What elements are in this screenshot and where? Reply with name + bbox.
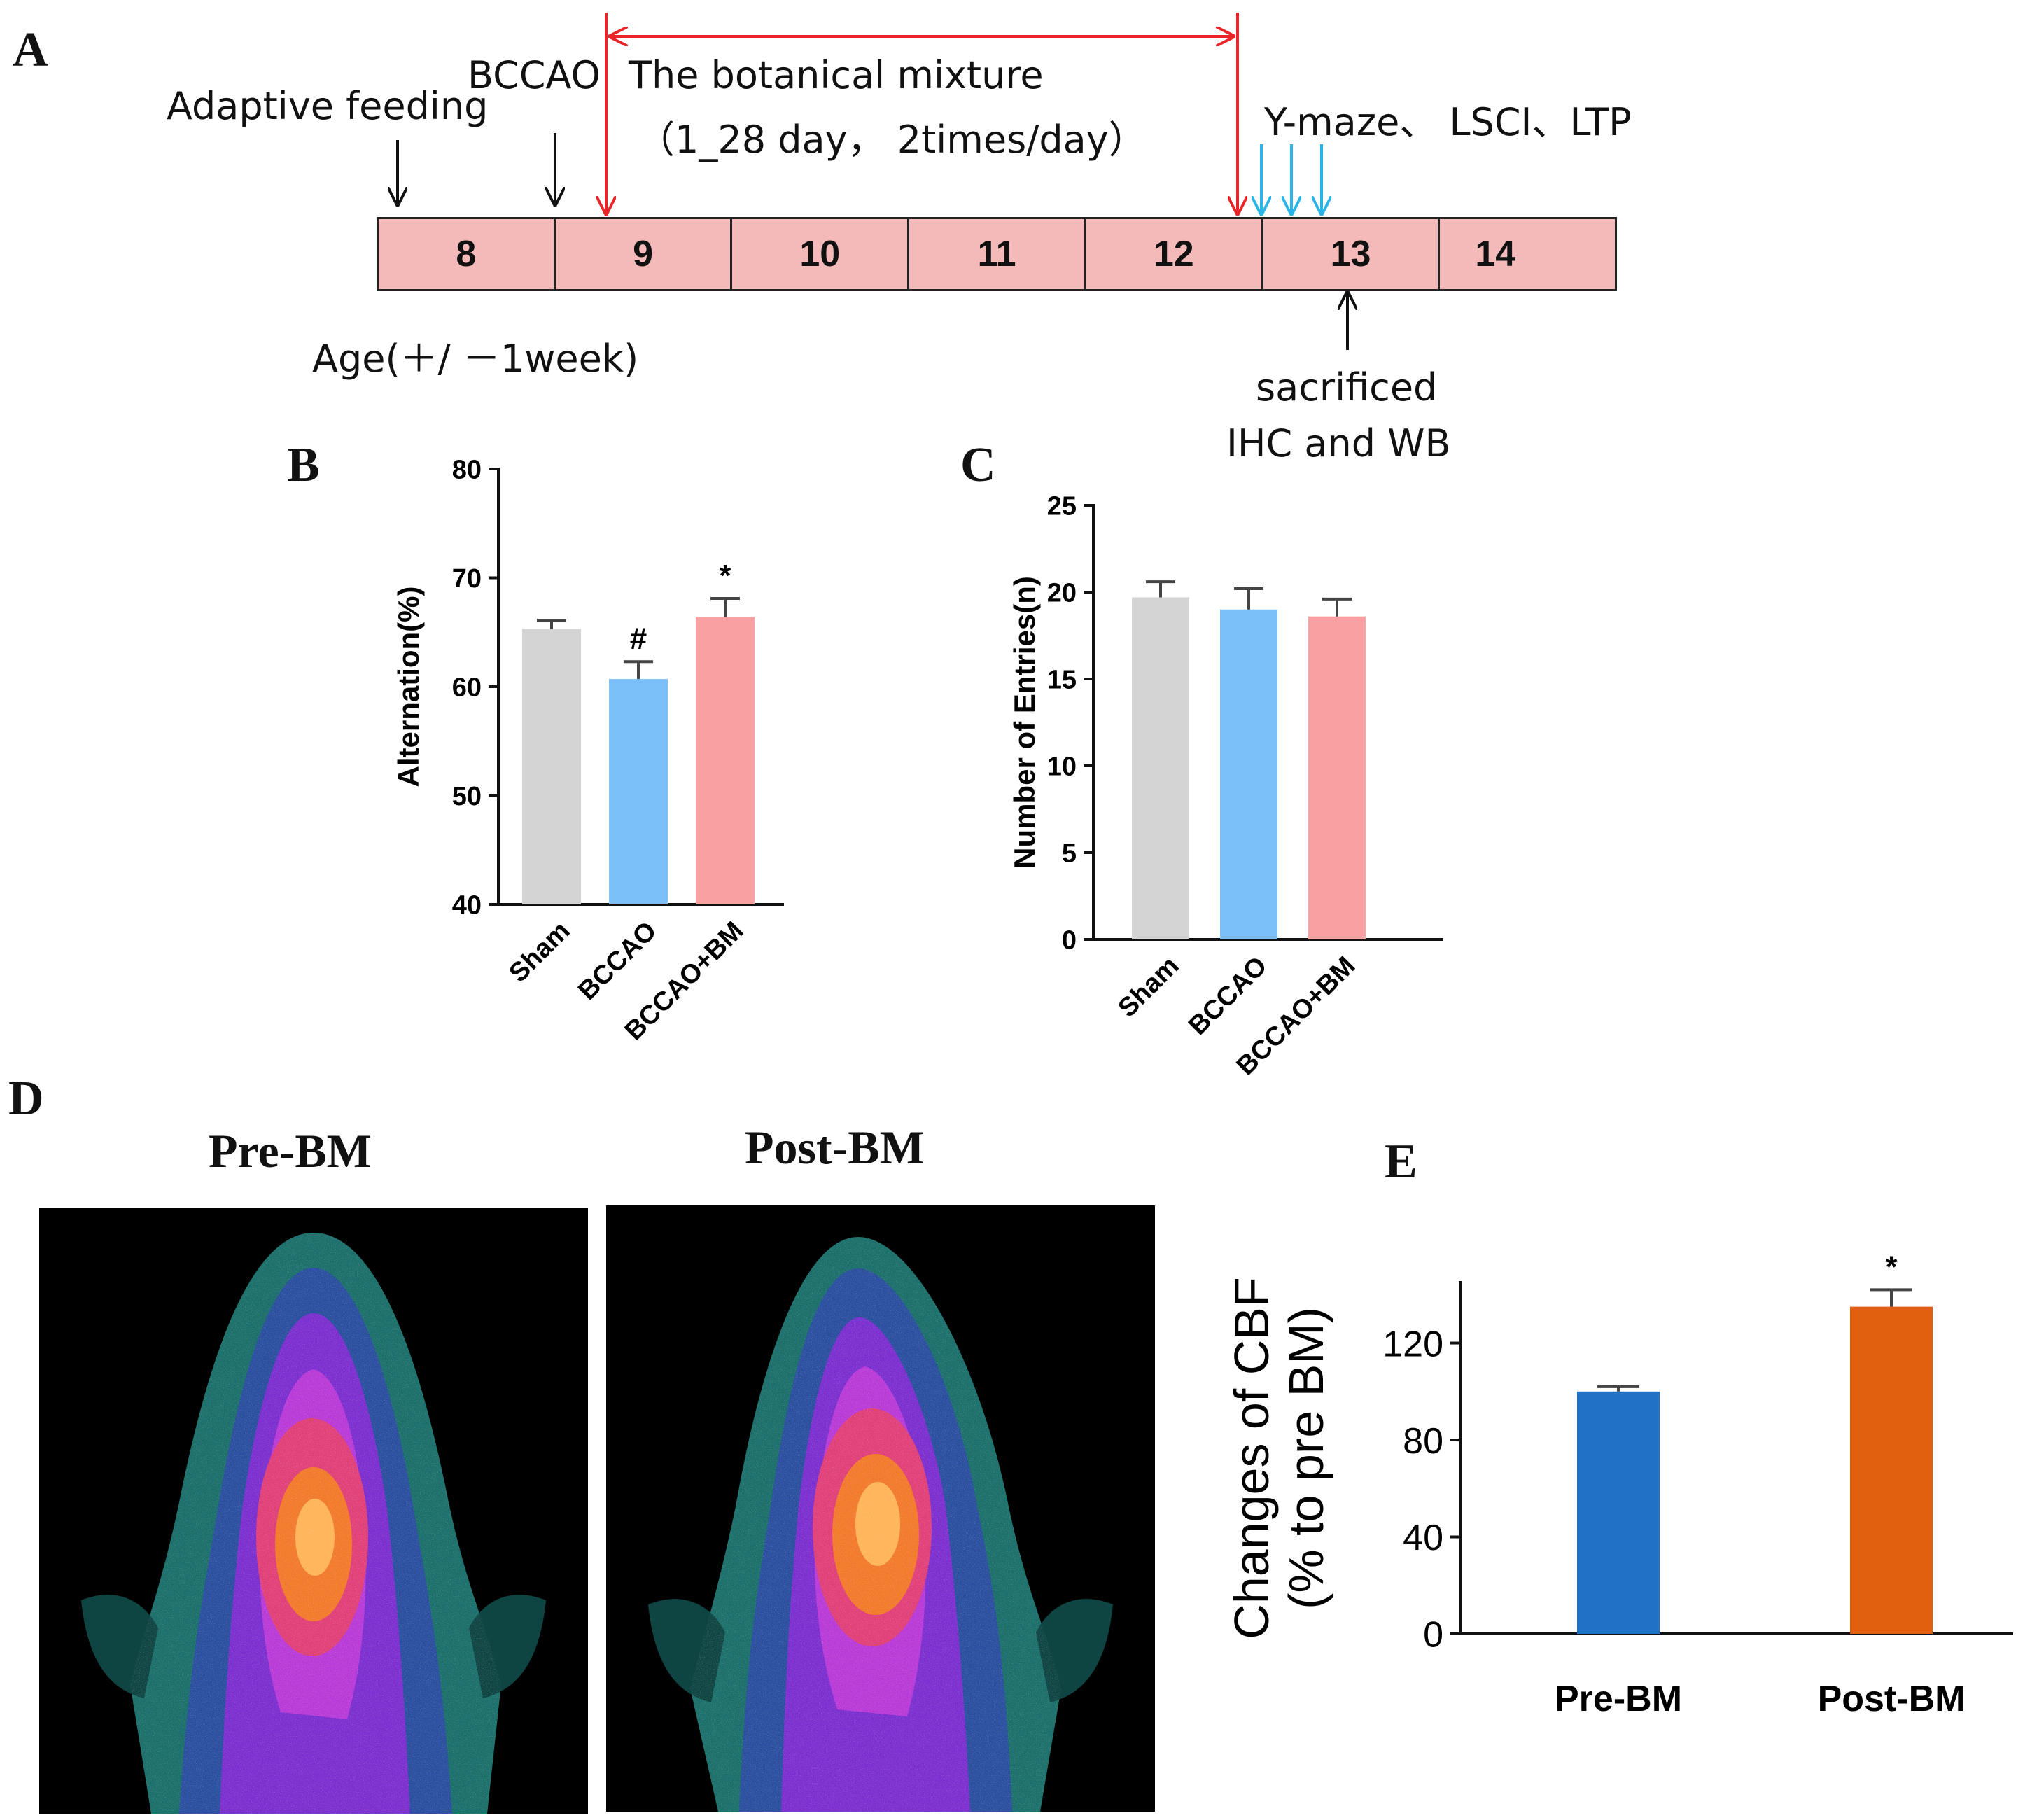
bar-bccao [609,679,668,904]
y-tick-label: 40 [452,891,482,920]
y-tick-label: 0 [1423,1615,1443,1656]
y-tick-label: 80 [452,456,482,485]
week-cell: 10 [732,219,910,289]
x-tick-label: Sham [1112,951,1184,1023]
alternation-chart: 4050607080Sham#BCCAO*BCCAO+BMAlternation… [392,456,784,1046]
x-tick-label: Post-BM [1818,1679,1966,1719]
panel-d-letter: D [8,1072,44,1126]
y-tick-label: 25 [1047,492,1077,522]
pre-bm-perfusion-image [39,1208,588,1814]
y-tick-label: 70 [452,564,482,594]
y-tick-label: 10 [1047,752,1077,782]
bar-post-bm [1850,1306,1933,1634]
week-cell: 13 [1264,219,1441,289]
week-cell: 12 [1086,219,1264,289]
x-tick-label: BCCAO [573,916,662,1006]
ihc-wb-label: IHC and WB [1226,421,1451,465]
y-axis-label-unit: (% to pre BM) [1279,1307,1334,1609]
treatment-label: The botanical mixture [629,53,1044,97]
y-axis-label: Number of Entries(n) [1008,576,1041,869]
week-cell: 11 [909,219,1086,289]
significance-marker: # [630,622,647,656]
bccao-label: BCCAO [468,53,601,97]
post-bm-title: Post-BM [745,1121,925,1174]
y-tick-label: 5 [1062,839,1077,869]
y-tick-label: 0 [1062,926,1077,955]
y-axis-label: Changes of CBF [1224,1277,1279,1639]
panel-b-letter: B [287,438,320,492]
pre-bm-title: Pre-BM [209,1124,372,1177]
age-timeline: 8 9 10 11 12 13 14 [377,217,1617,291]
week-cell: 9 [556,219,733,289]
y-tick-label: 20 [1047,579,1077,608]
y-tick-label: 60 [452,673,482,703]
significance-marker: * [719,559,732,593]
timeline-arrows [0,13,2037,350]
panel-e-letter: E [1385,1135,1418,1189]
y-tick-label: 50 [452,782,482,811]
adaptive-feeding-label: Adaptive feeding [167,84,489,128]
bar-bccao-bm [1308,616,1366,939]
y-tick-label: 15 [1047,666,1077,695]
bar-bccao [1220,609,1278,939]
y-tick-label: 80 [1403,1421,1443,1462]
y-tick-label: 120 [1382,1324,1443,1364]
x-tick-label: Pre-BM [1555,1679,1682,1719]
y-axis-label: Alternation(%) [392,587,425,788]
bar-bccao-bm [696,617,755,904]
week-cell: 8 [379,219,556,289]
bar-sham [522,629,581,904]
significance-marker: * [1885,1250,1898,1284]
y-tick-label: 40 [1403,1518,1443,1558]
panel-a-letter: A [13,23,48,77]
x-tick-label: BCCAO [1183,951,1273,1041]
tests-label: Y-maze、 LSCI、LTP [1264,100,1632,144]
week-cell: 14 [1475,234,1516,274]
sacrificed-label: sacrificed [1256,365,1438,410]
cbf-chart: 0 40 80 120 Pre-BM * Post-BM Changes of CBF (% t… [1224,1250,2013,1719]
panel-c-letter: C [960,438,996,492]
bar-sham [1132,597,1189,939]
post-bm-perfusion-image [606,1205,1155,1812]
age-label: Age(＋/ －1week) [312,337,639,381]
x-tick-label: Sham [503,916,575,988]
treatment-schedule-label: （1_28 day， 2times/day） [637,118,1147,162]
bar-pre-bm [1577,1391,1660,1634]
